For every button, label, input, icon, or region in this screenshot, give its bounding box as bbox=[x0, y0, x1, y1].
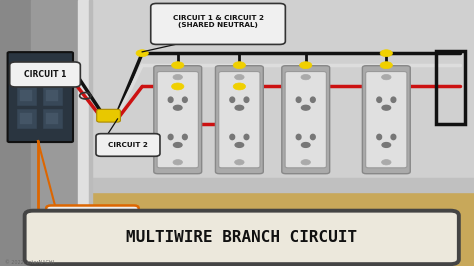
Circle shape bbox=[382, 160, 391, 165]
Bar bbox=[31, 0, 83, 266]
Circle shape bbox=[235, 105, 244, 110]
Circle shape bbox=[380, 62, 392, 69]
Bar bbox=[43, 64, 62, 82]
Text: © 2022, InterNACHI: © 2022, InterNACHI bbox=[5, 260, 54, 265]
Bar bbox=[17, 109, 36, 128]
FancyBboxPatch shape bbox=[96, 134, 160, 156]
Bar bbox=[436, 51, 465, 124]
Circle shape bbox=[301, 74, 310, 80]
Ellipse shape bbox=[310, 97, 315, 102]
FancyBboxPatch shape bbox=[157, 72, 198, 168]
Ellipse shape bbox=[391, 97, 396, 102]
Circle shape bbox=[136, 50, 148, 57]
Circle shape bbox=[300, 62, 312, 69]
Circle shape bbox=[301, 160, 310, 165]
FancyBboxPatch shape bbox=[97, 109, 120, 122]
Bar bbox=[83, 178, 474, 192]
Circle shape bbox=[172, 83, 184, 90]
Circle shape bbox=[382, 74, 391, 80]
Ellipse shape bbox=[168, 134, 173, 140]
Bar bbox=[46, 90, 58, 101]
Bar bbox=[83, 186, 474, 266]
Ellipse shape bbox=[391, 134, 396, 140]
Circle shape bbox=[173, 160, 182, 165]
Ellipse shape bbox=[296, 134, 301, 140]
Ellipse shape bbox=[377, 134, 382, 140]
Text: CIRCUIT 1 & CIRCUIT 2
(SHARED NEUTRAL): CIRCUIT 1 & CIRCUIT 2 (SHARED NEUTRAL) bbox=[173, 15, 264, 28]
Bar bbox=[17, 86, 36, 105]
Bar bbox=[43, 109, 62, 128]
Circle shape bbox=[235, 160, 244, 165]
FancyBboxPatch shape bbox=[10, 62, 80, 87]
Bar bbox=[46, 68, 58, 78]
Circle shape bbox=[172, 62, 184, 69]
FancyBboxPatch shape bbox=[362, 66, 410, 174]
Circle shape bbox=[173, 143, 182, 147]
Bar bbox=[46, 113, 58, 124]
FancyBboxPatch shape bbox=[46, 206, 138, 228]
Text: CIRCUIT 2: CIRCUIT 2 bbox=[108, 142, 148, 148]
Ellipse shape bbox=[168, 97, 173, 102]
Circle shape bbox=[301, 143, 310, 147]
Ellipse shape bbox=[182, 97, 187, 102]
Bar bbox=[83, 0, 474, 186]
Circle shape bbox=[235, 74, 244, 80]
Bar bbox=[0, 0, 31, 266]
FancyBboxPatch shape bbox=[282, 66, 330, 174]
Bar bbox=[20, 90, 32, 101]
Bar bbox=[43, 86, 62, 105]
Ellipse shape bbox=[230, 97, 235, 102]
Circle shape bbox=[18, 72, 35, 82]
Circle shape bbox=[301, 105, 310, 110]
Circle shape bbox=[173, 74, 182, 80]
Text: TIE HANDLE REQUIRED: TIE HANDLE REQUIRED bbox=[48, 214, 137, 220]
Ellipse shape bbox=[377, 97, 382, 102]
FancyBboxPatch shape bbox=[151, 3, 285, 44]
Ellipse shape bbox=[182, 134, 187, 140]
Bar bbox=[89, 0, 92, 266]
Bar bbox=[17, 65, 36, 84]
Circle shape bbox=[382, 105, 391, 110]
Ellipse shape bbox=[244, 97, 249, 102]
Circle shape bbox=[380, 50, 392, 57]
FancyBboxPatch shape bbox=[154, 66, 201, 174]
Ellipse shape bbox=[296, 97, 301, 102]
FancyBboxPatch shape bbox=[285, 72, 326, 168]
FancyBboxPatch shape bbox=[8, 52, 73, 142]
FancyBboxPatch shape bbox=[25, 211, 459, 264]
FancyBboxPatch shape bbox=[219, 72, 260, 168]
FancyBboxPatch shape bbox=[365, 72, 407, 168]
Bar bbox=[43, 65, 62, 84]
Circle shape bbox=[173, 105, 182, 110]
FancyBboxPatch shape bbox=[215, 66, 264, 174]
Ellipse shape bbox=[310, 134, 315, 140]
Bar bbox=[17, 64, 36, 82]
Text: CIRCUIT 1: CIRCUIT 1 bbox=[24, 70, 66, 79]
Circle shape bbox=[233, 83, 246, 90]
Text: MULTIWIRE BRANCH CIRCUIT: MULTIWIRE BRANCH CIRCUIT bbox=[126, 230, 357, 245]
Bar bbox=[20, 68, 32, 78]
Bar bbox=[20, 113, 32, 124]
Circle shape bbox=[382, 143, 391, 147]
Circle shape bbox=[235, 143, 244, 147]
Ellipse shape bbox=[244, 134, 249, 140]
Circle shape bbox=[233, 62, 246, 69]
Bar bbox=[78, 0, 90, 266]
Ellipse shape bbox=[230, 134, 235, 140]
